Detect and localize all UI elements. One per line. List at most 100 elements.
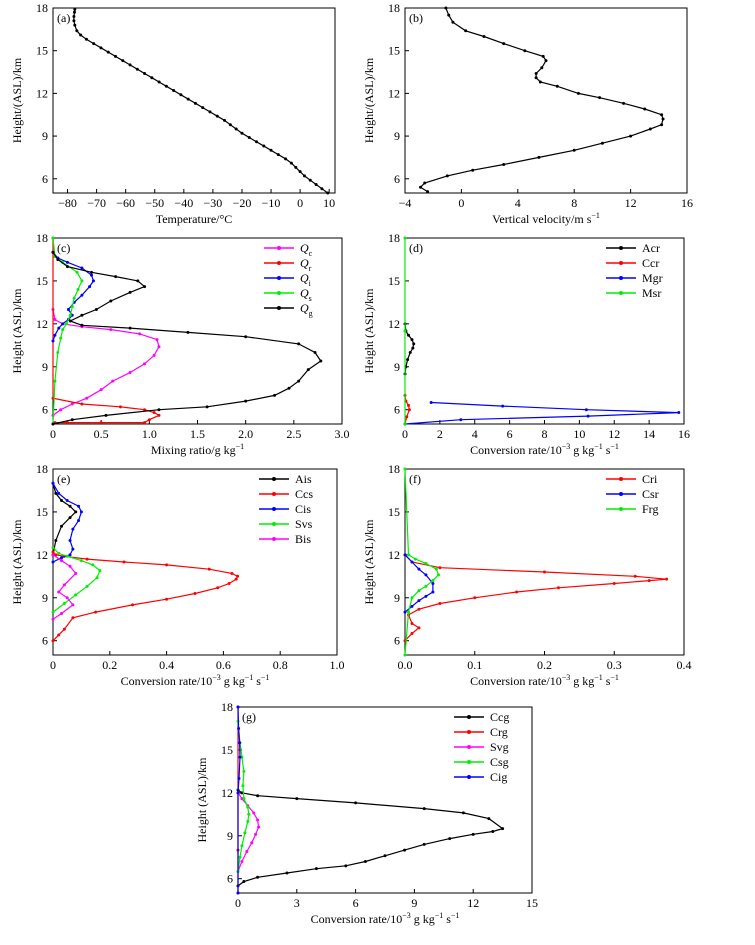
y-tick-label: 12 (388, 317, 400, 331)
data-point-cig (237, 777, 241, 781)
legend-label-text: Ccg (490, 710, 509, 724)
legend-marker (619, 291, 623, 295)
x-tick-label: −10 (262, 196, 281, 210)
data-point-csr (424, 594, 428, 598)
data-point-ccs (207, 567, 211, 571)
x-axis-label-text: s (253, 674, 261, 688)
data-point-series (576, 91, 580, 95)
legend-label-text: Mgr (642, 271, 663, 285)
y-tick-label: 6 (42, 403, 48, 417)
data-point-cis (51, 481, 55, 485)
data-point-qs (80, 279, 84, 283)
x-tick-label: 8 (542, 427, 548, 441)
data-point-cis (57, 491, 61, 495)
x-tick-label: 4 (472, 427, 478, 441)
data-point-ccg (403, 848, 407, 852)
x-axis-label-superscript: −1 (435, 911, 444, 920)
data-point-series (302, 174, 306, 178)
data-point-svs (95, 576, 99, 580)
y-tick-label: 12 (36, 548, 48, 562)
data-point-ccg (422, 842, 426, 846)
data-point-qr (99, 421, 103, 425)
legend-label-text: Cig (490, 770, 507, 784)
data-point-series (143, 71, 147, 75)
data-point-series (544, 59, 548, 63)
data-point-acr (410, 338, 414, 342)
data-point-cri (410, 632, 414, 636)
x-axis-label: Conversion rate/10−3 g kg−1 s−1 (470, 673, 619, 688)
panel-tag: (b) (409, 11, 423, 25)
legend-label: Ccs (295, 487, 313, 501)
data-point-series (84, 37, 88, 41)
panel-tag: (e) (57, 472, 70, 486)
legend-label: Qi (300, 271, 312, 288)
x-tick-label: 0.3 (607, 658, 622, 672)
data-point-series (269, 148, 273, 152)
data-point-cis (51, 560, 55, 564)
x-tick-label: 12 (608, 427, 620, 441)
data-point-ccg (471, 832, 475, 836)
legend-label-text: Frg (642, 502, 658, 516)
legend-label-subscript: g (309, 309, 313, 318)
legend-marker (467, 760, 471, 764)
y-tick-label: 12 (388, 86, 400, 100)
data-point-csr (424, 573, 428, 577)
data-point-svg (240, 860, 244, 864)
legend-label: Bis (295, 532, 311, 546)
data-point-qr (143, 421, 147, 425)
data-point-series (445, 174, 449, 178)
data-point-ais (60, 498, 64, 502)
y-tick-label: 12 (36, 317, 48, 331)
y-tick-label: 9 (394, 360, 400, 374)
legend-label: Cri (642, 472, 658, 486)
data-point-qs (72, 296, 76, 300)
data-point-cri (410, 622, 414, 626)
data-point-svs (51, 546, 55, 550)
data-point-series (179, 93, 183, 97)
data-point-frg (410, 596, 414, 600)
data-point-series (284, 157, 288, 161)
data-point-series (643, 107, 647, 111)
data-point-series (502, 42, 506, 46)
data-point-ccg (314, 867, 318, 871)
legend-label: Qg (300, 301, 313, 318)
data-point-svg (252, 811, 256, 815)
y-tick-label: 12 (36, 86, 48, 100)
data-point-cis (77, 519, 81, 523)
x-tick-label: 0 (50, 427, 56, 441)
data-point-qg (273, 393, 277, 397)
x-tick-label: 14 (643, 427, 655, 441)
x-axis-label-text: s (603, 443, 611, 457)
data-point-series (426, 190, 430, 194)
x-axis-label-superscript: −3 (562, 673, 571, 682)
x-tick-label: 0.5 (94, 427, 109, 441)
data-point-series (240, 131, 244, 135)
data-point-ccs (71, 616, 75, 620)
data-point-series (423, 181, 427, 185)
data-point-series (72, 19, 76, 23)
y-tick-label: 18 (388, 462, 400, 476)
legend-label: Svg (490, 740, 509, 754)
data-point-ccg (383, 854, 387, 858)
data-point-cis (79, 510, 83, 514)
data-point-qr (147, 418, 151, 422)
legend-label: Frg (642, 502, 658, 516)
x-tick-label: 0 (458, 196, 464, 210)
y-tick-label: 18 (36, 1, 48, 15)
data-point-frg (424, 584, 428, 588)
legend-label: Qc (300, 241, 313, 258)
data-point-qc (59, 408, 63, 412)
data-point-cri (665, 577, 669, 581)
legend-label-text: Q (300, 301, 309, 315)
x-axis-label-text: Temperature/°C (156, 212, 233, 226)
data-point-qg (94, 308, 98, 312)
x-tick-label: 0 (50, 658, 56, 672)
legend-label-text: Ais (295, 472, 312, 486)
data-point-qg (114, 275, 118, 279)
data-point-acr (406, 333, 410, 337)
data-point-ccg (354, 801, 358, 805)
legend-marker (619, 492, 623, 496)
x-tick-label: −20 (233, 196, 252, 210)
x-tick-label: 2.5 (286, 427, 301, 441)
x-axis-label-superscript: −1 (245, 673, 254, 682)
